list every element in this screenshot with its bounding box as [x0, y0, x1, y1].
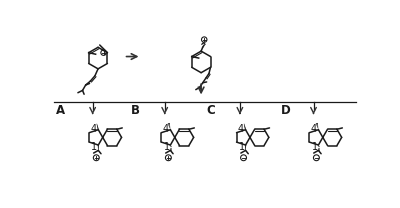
Text: A: A: [56, 104, 65, 116]
Text: B: B: [131, 104, 140, 116]
Text: C: C: [206, 104, 215, 116]
Text: 4: 4: [311, 124, 317, 134]
Polygon shape: [97, 124, 99, 130]
Text: D: D: [281, 104, 291, 116]
Text: 1: 1: [239, 142, 245, 152]
Text: 4: 4: [163, 124, 169, 134]
Polygon shape: [244, 124, 246, 130]
Polygon shape: [98, 145, 99, 150]
Text: 1: 1: [312, 142, 318, 152]
Polygon shape: [245, 145, 246, 150]
Text: 1: 1: [164, 142, 170, 152]
Text: 1: 1: [91, 142, 98, 152]
Text: 4: 4: [91, 124, 97, 134]
Text: 4: 4: [238, 124, 244, 134]
